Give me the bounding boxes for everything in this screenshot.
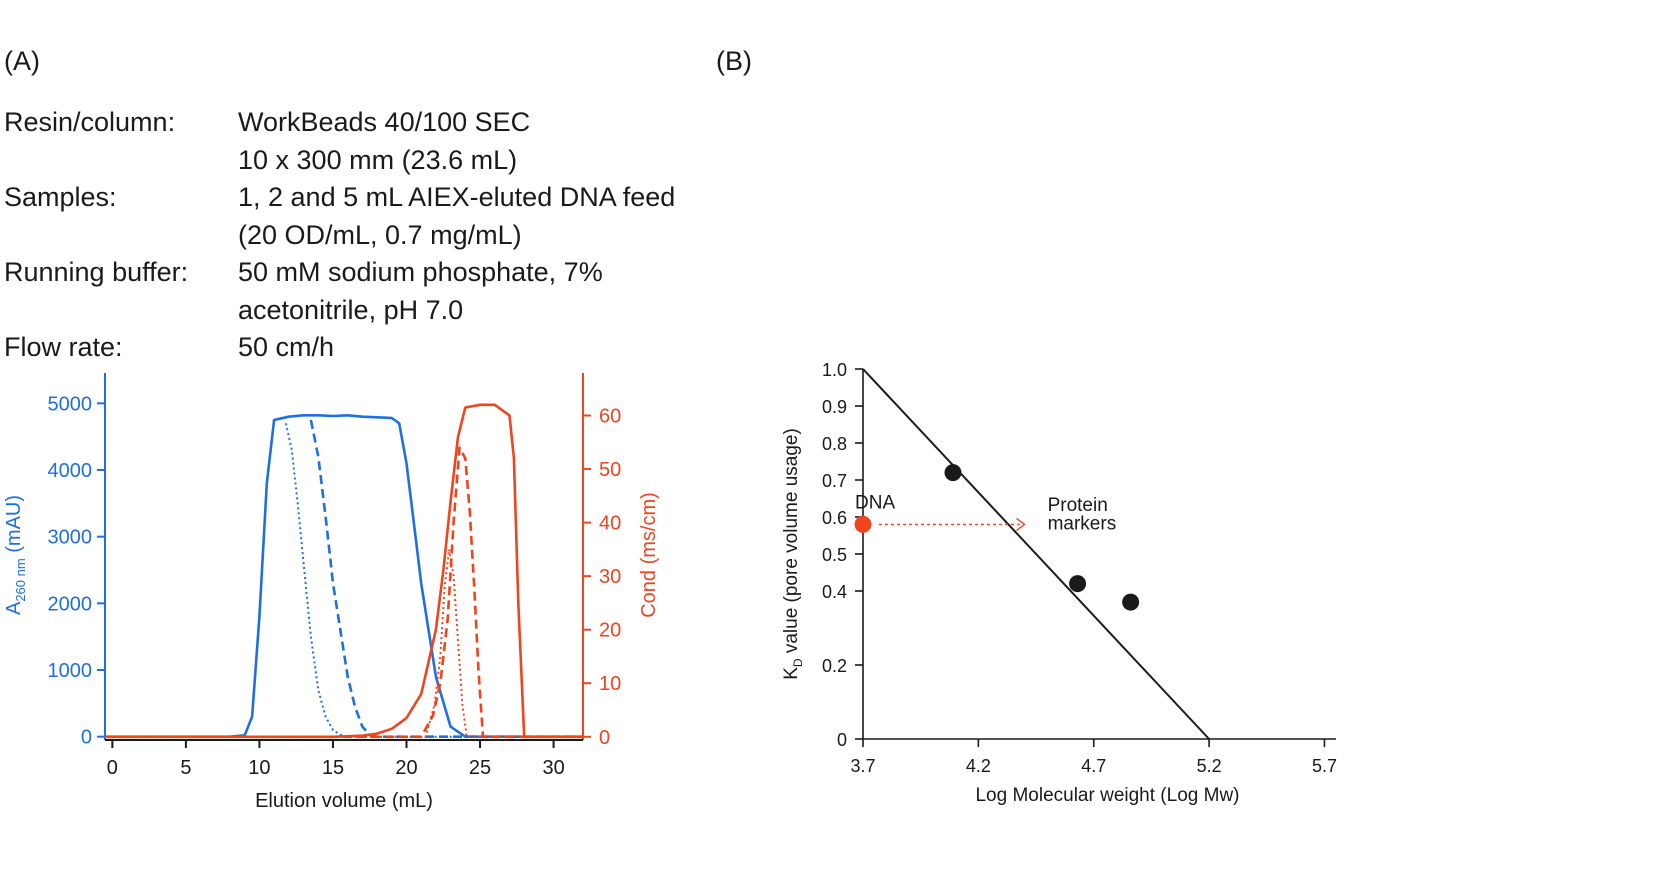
dna-label: DNA xyxy=(855,492,895,513)
dna-point xyxy=(854,515,872,533)
conditions-table: Resin/column: WorkBeads 40/100 SEC 10 x … xyxy=(4,104,675,367)
chromatogram-chart: 0 1000 2000 3000 4000 5000 0 10 20 30 40 50 60 0 5 10 15… xyxy=(3,373,660,812)
y2-tick-label: 0 xyxy=(599,727,610,749)
x-tick-label: 5 xyxy=(180,757,191,779)
x-tick-label: 15 xyxy=(322,757,344,779)
y-tick-label: 0.9 xyxy=(822,397,847,417)
protein-marker-point xyxy=(1069,575,1087,593)
condition-key: Flow rate: xyxy=(4,332,123,362)
protein-marker-point xyxy=(944,464,962,482)
y-axis-label: A260 nm (mAU) xyxy=(3,495,28,615)
condition-row-flow: Flow rate: 50 cm/h xyxy=(4,329,675,367)
y2-tick-label: 50 xyxy=(599,459,621,481)
y-tick-label: 0 xyxy=(837,730,847,750)
condition-key: Samples: xyxy=(4,182,117,212)
condition-key: Running buffer: xyxy=(4,257,189,287)
x-tick-label: 10 xyxy=(248,757,270,779)
y2-tick-label: 40 xyxy=(599,513,621,535)
series-line-4 xyxy=(105,446,583,739)
condition-value: 50 mM sodium phosphate, 7% xyxy=(238,257,603,287)
condition-row-resin: Resin/column: WorkBeads 40/100 SEC 10 x … xyxy=(4,104,675,179)
condition-row-buffer: Running buffer: 50 mM sodium phosphate, … xyxy=(4,254,675,329)
x-axis-label: Log Molecular weight (Log Mw) xyxy=(975,785,1239,806)
x-tick-label: 4.2 xyxy=(966,756,991,776)
y-tick-label: 4000 xyxy=(48,460,93,482)
x-tick-label: 25 xyxy=(469,757,491,779)
panel-a-label: (A) xyxy=(4,46,40,76)
x-axis-label: Elution volume (mL) xyxy=(255,790,433,812)
x-tick-label: 30 xyxy=(542,757,564,779)
condition-row-samples: Samples: 1, 2 and 5 mL AIEX-eluted DNA f… xyxy=(4,179,675,254)
x-tick-label: 4.7 xyxy=(1081,756,1106,776)
condition-value: (20 OD/mL, 0.7 mg/mL) xyxy=(238,219,522,250)
y-tick-label: 0.7 xyxy=(822,471,847,491)
y2-tick-label: 20 xyxy=(599,620,621,642)
x-tick-label: 5.7 xyxy=(1312,756,1337,776)
dna-arrow-head xyxy=(1016,517,1026,531)
y-tick-label: 1.0 xyxy=(822,360,847,380)
y-tick-label: 0.5 xyxy=(822,545,847,565)
protein-label-line1: Protein xyxy=(1048,495,1108,516)
y2-tick-label: 60 xyxy=(599,406,621,428)
y-tick-label: 3000 xyxy=(48,527,93,549)
condition-value: 10 x 300 mm (23.6 mL) xyxy=(238,144,518,175)
y-tick-label: 0.8 xyxy=(822,434,847,454)
y-tick-label: 5000 xyxy=(48,393,93,415)
y2-tick-label: 10 xyxy=(599,673,621,695)
y-tick-label: 0 xyxy=(81,727,92,749)
series-line-2 xyxy=(284,423,583,738)
condition-value: 50 cm/h xyxy=(238,332,335,362)
x-tick-label: 5.2 xyxy=(1197,756,1222,776)
x-tick-label: 20 xyxy=(395,757,417,779)
series-line-5 xyxy=(105,548,583,738)
y-tick-label: 1000 xyxy=(48,660,93,682)
protein-label-line2: markers xyxy=(1048,513,1117,534)
condition-value: acetonitrile, pH 7.0 xyxy=(238,294,464,325)
y-tick-label: 2000 xyxy=(48,593,93,615)
y2-tick-label: 30 xyxy=(599,566,621,588)
y-axis-label: KD value (pore volume usage) xyxy=(781,428,805,680)
x-tick-label: 3.7 xyxy=(850,756,875,776)
y2-axis-label: Cond (ms/cm) xyxy=(638,492,660,618)
panel-b-label: (B) xyxy=(716,46,752,76)
protein-marker-point xyxy=(1122,593,1140,611)
series-line-3 xyxy=(105,403,583,739)
y-tick-label: 0.4 xyxy=(822,582,847,602)
y-tick-label: 0.2 xyxy=(822,656,847,676)
condition-key: Resin/column: xyxy=(4,107,176,137)
series-line-0 xyxy=(105,413,583,739)
fit-line xyxy=(862,368,1210,740)
x-tick-label: 0 xyxy=(107,757,118,779)
condition-value: WorkBeads 40/100 SEC xyxy=(238,107,531,137)
condition-value: 1, 2 and 5 mL AIEX-eluted DNA feed xyxy=(238,182,676,212)
kd-calibration-chart: 0 0.2 0.4 0.5 0.6 0.7 0.8 0.9 1.0 3.7 4.2 4.7 5.2 5.7… xyxy=(781,360,1337,806)
y-tick-label: 0.6 xyxy=(822,508,847,528)
series-line-1 xyxy=(309,419,583,739)
